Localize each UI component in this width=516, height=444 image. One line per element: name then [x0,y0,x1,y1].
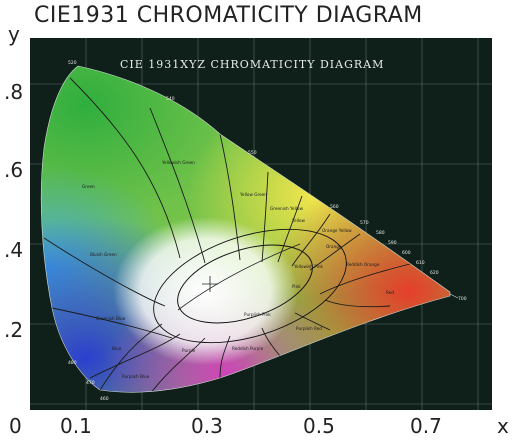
region-label: Yellow [291,218,305,223]
plate-heading: CIE 1931XYZ CHROMATICITY DIAGRAM [120,58,384,71]
region-label: Greenish Blue [96,316,126,321]
region-label: Green [82,184,95,189]
x-axis-letter: x [497,414,509,438]
region-label: Reddish Orange [346,262,380,267]
region-label: Bluish Green [90,252,117,257]
wavelength-label: 560 [330,204,339,210]
page-title: CIE1931 CHROMATICITY DIAGRAM [34,3,423,28]
region-label: Orange [326,244,342,249]
wavelength-label: 480 [68,360,77,366]
y-tick-label: .2 [4,318,24,342]
region-label: Yellowish Green [161,160,195,165]
wavelength-labels: 520 540 550 560 570 580 590 600 610 620 … [68,60,467,402]
region-labels: Yellowish Green Green Bluish Green Yello… [82,160,394,379]
region-label: Purplish Pink [244,312,271,317]
region-label: Reddish Purple [232,346,264,351]
wavelength-label: 460 [100,396,109,402]
wavelength-label: 540 [166,96,175,102]
wavelength-label: 550 [248,150,257,156]
spectral-locus-fill: Yellowish Green Green Bluish Green Yello… [41,66,451,393]
y-tick-label: .6 [4,158,24,182]
chromaticity-svg: CIE 1931XYZ CHROMATICITY DIAGRAM [30,38,492,410]
region-label: Blue [112,346,122,351]
chromaticity-plate: CIE 1931XYZ CHROMATICITY DIAGRAM [30,38,492,410]
wavelength-pointer [449,293,459,299]
wavelength-label: 570 [360,220,369,226]
x-tick-label: 0.7 [410,414,442,438]
spectral-locus-outline [40,65,451,393]
wavelength-label: 580 [376,230,385,236]
wavelength-label: 470 [86,380,95,386]
region-boundaries [43,77,411,393]
region-label: Yellowish Pink [293,264,323,269]
region-label: Pink [292,284,301,289]
y-axis-letter: y [8,22,20,46]
region-label: Orange Yellow [322,228,352,233]
x-tick-label: 0 [9,414,22,438]
region-label: Yellow Green [239,192,267,197]
wavelength-label: 700 [458,296,467,302]
wavelength-label: 590 [388,240,397,246]
wavelength-label: 600 [402,250,411,256]
region-label: Purplish Blue [122,374,150,379]
wavelength-label: 520 [68,60,77,66]
region-label: Greenish Yellow [270,206,303,211]
y-tick-label: .4 [4,238,24,262]
wavelength-label: 610 [416,260,425,266]
region-label: Red [386,290,394,295]
region-label: Purplish Red [296,326,322,331]
wavelength-label: 620 [430,270,439,276]
y-tick-label: .8 [4,80,24,104]
x-tick-label: 0.1 [60,414,92,438]
x-tick-label: 0.3 [191,414,223,438]
region-label: Purple [182,348,196,353]
x-tick-label: 0.5 [303,414,335,438]
